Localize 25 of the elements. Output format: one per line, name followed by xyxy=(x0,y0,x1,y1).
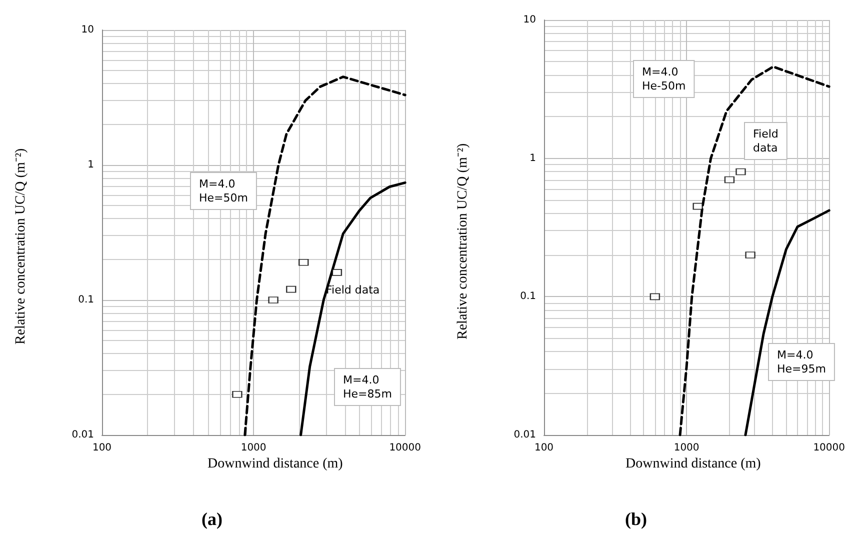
annotation: M=4.0 He=95m xyxy=(777,348,826,376)
y-tick-label: 0.1 xyxy=(78,294,94,306)
x-tick-label: 10000 xyxy=(389,442,421,454)
annotation: M=4.0 He-50m xyxy=(642,66,686,92)
x-axis-title: Downwind distance (m) xyxy=(208,456,344,472)
y-tick-label: 0.1 xyxy=(520,291,536,302)
x-tick-label: 100 xyxy=(92,442,112,454)
y-tick-label: 0.01 xyxy=(72,430,94,440)
annotation: M=4.0 He=50m xyxy=(199,178,248,204)
annotation: Field data xyxy=(753,128,778,154)
y-tick-label: 0.01 xyxy=(514,430,536,440)
annotation: M=4.0 He=85m xyxy=(343,374,392,400)
y-tick-label: 1 xyxy=(88,160,94,170)
y-tick-label: 1 xyxy=(530,152,536,164)
text: (b) xyxy=(625,509,648,529)
x-tick-label: 1000 xyxy=(240,442,266,454)
y-axis-title: Relative concentration UC/Q (m⁻²) xyxy=(14,148,28,344)
y-tick-label: 10 xyxy=(523,14,536,26)
y-tick-label: 10 xyxy=(81,24,94,36)
x-tick-label: 100 xyxy=(534,442,554,454)
text: (a) xyxy=(202,509,222,529)
x-tick-label: 10000 xyxy=(813,442,845,454)
x-tick-label: 1000 xyxy=(674,442,700,454)
x-axis-title: Downwind distance (m) xyxy=(626,456,762,472)
y-axis-title: Relative concentration UC/Q (m⁻²) xyxy=(456,142,470,340)
